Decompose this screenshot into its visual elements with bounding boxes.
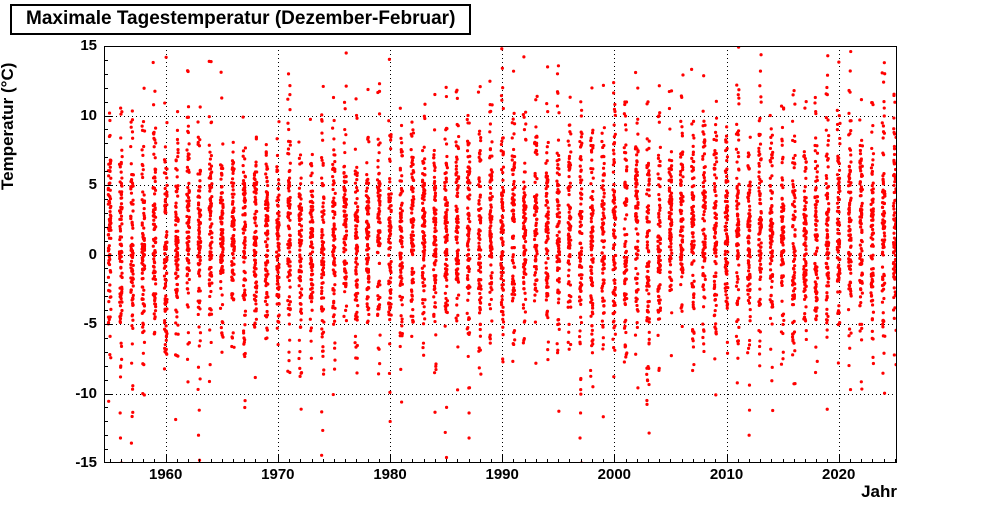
x-tick-label: 1970 [261, 466, 295, 483]
x-tick-label: 1990 [485, 466, 519, 483]
x-tick-label: 1980 [373, 466, 407, 483]
plot-area [104, 46, 897, 463]
y-tick-label: -10 [75, 384, 97, 402]
y-axis-title: Temperatur (°C) [0, 62, 17, 190]
x-axis-title: Jahr [861, 482, 897, 501]
x-tick-label: 2020 [821, 466, 856, 483]
y-tick-label: -15 [75, 454, 97, 471]
y-tick-label: 15 [80, 37, 97, 54]
x-tick-label: 2000 [597, 466, 632, 483]
x-tick-label: 2010 [709, 466, 744, 483]
scatter-canvas [104, 46, 897, 463]
y-tick-label: 10 [80, 106, 97, 124]
x-tick-label: 1960 [149, 466, 183, 483]
y-tick-label: 0 [88, 245, 97, 263]
chart-title: Maximale Tagestemperatur (Dezember-Febru… [10, 4, 472, 35]
y-tick-label: 5 [88, 176, 97, 193]
y-tick-label: -5 [83, 315, 97, 332]
